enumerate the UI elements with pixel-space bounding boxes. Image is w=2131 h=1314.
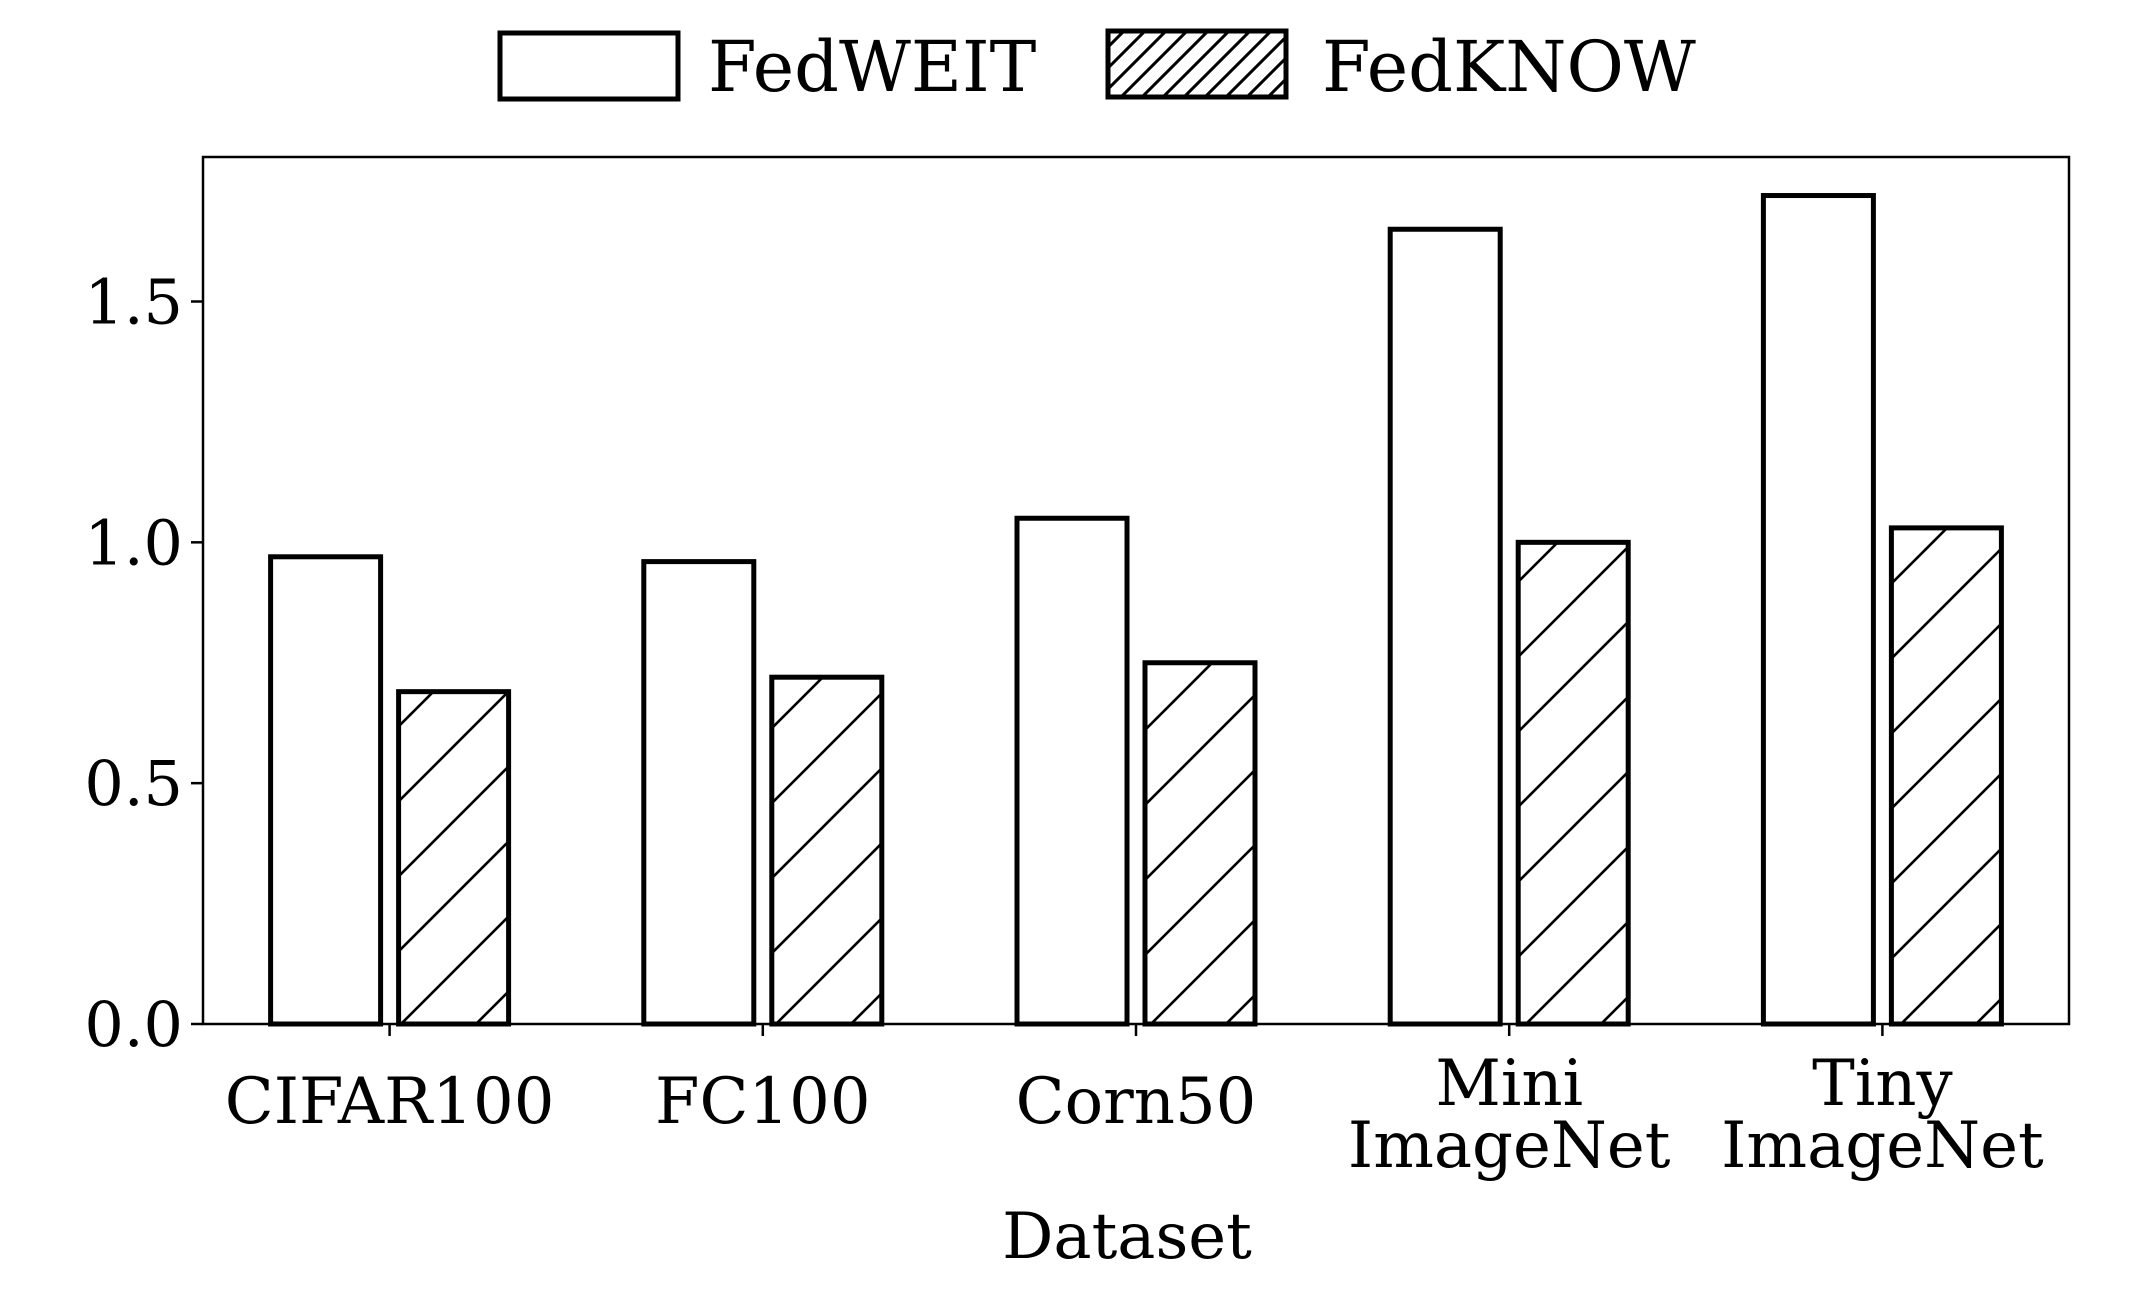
y-tick-label: 0.0 — [84, 988, 183, 1061]
bar-fedknow-3 — [1515, 539, 1631, 1027]
legend: FedWEIT FedKNOW — [497, 26, 1696, 108]
bar-fedweit-2 — [1014, 515, 1130, 1027]
x-tick-label: Tiny — [1812, 1047, 1953, 1121]
bar-fedknow-4 — [1888, 525, 2004, 1027]
y-axis: 0.0 0.5 1.0 1.5 — [84, 266, 203, 1061]
x-tick-label: Corn50 — [1016, 1065, 1257, 1139]
x-tick-label: CIFAR100 — [225, 1065, 555, 1139]
x-axis-label: Dataset — [1002, 1200, 1252, 1274]
x-tick-label: ImageNet — [1348, 1109, 1671, 1183]
bar-fedweit-0 — [268, 554, 384, 1027]
x-tick-label: ImageNet — [1721, 1109, 2044, 1183]
y-tick-label: 1.0 — [84, 506, 183, 579]
legend-label-fedweit: FedWEIT — [708, 26, 1036, 108]
legend-swatch-fedknow — [1105, 28, 1289, 100]
legend-label-fedknow: FedKNOW — [1322, 26, 1696, 108]
x-tick-label: FC100 — [655, 1065, 871, 1139]
y-tick-label: 0.5 — [84, 747, 183, 820]
x-tick-label: Mini — [1435, 1047, 1583, 1121]
x-axis: CIFAR100 FC100 Corn50 MiniImageNetTinyImage… — [225, 1024, 2044, 1183]
bar-fedweit-4 — [1760, 193, 1876, 1027]
bars — [268, 193, 2004, 1027]
bar-fedknow-1 — [769, 674, 885, 1027]
bar-fedknow-2 — [1142, 660, 1258, 1027]
legend-swatch-fedweit — [497, 30, 681, 102]
bar-fedknow-0 — [396, 689, 512, 1027]
bar-fedweit-1 — [641, 559, 757, 1027]
y-tick-label: 1.5 — [84, 266, 183, 339]
bar-fedweit-3 — [1387, 226, 1503, 1027]
